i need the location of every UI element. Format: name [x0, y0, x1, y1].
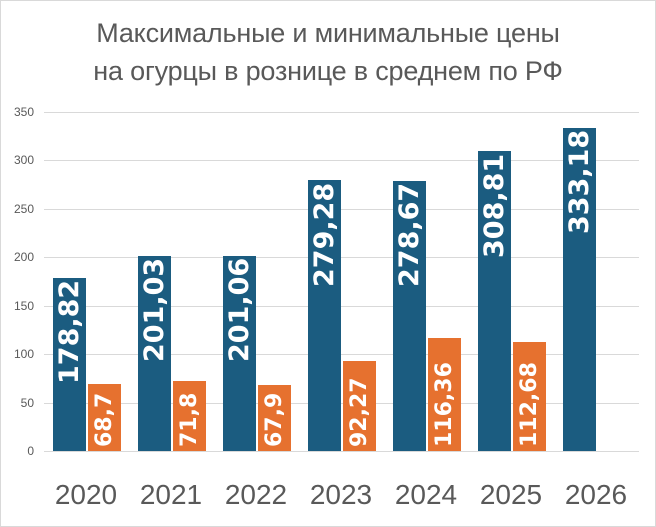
bar-min-price: 67,9 — [258, 385, 291, 451]
gridline — [44, 403, 639, 404]
data-label: 67,9 — [261, 392, 287, 447]
data-label: 112,68 — [516, 362, 542, 447]
data-label: 178,82 — [54, 279, 85, 384]
x-axis-tick-label: 2024 — [394, 479, 458, 510]
data-label: 333,18 — [564, 130, 595, 235]
x-axis-tick-label: 2022 — [224, 479, 288, 510]
bar-min-price: 112,68 — [513, 341, 546, 451]
bar-min-price: 116,36 — [428, 338, 461, 451]
y-axis-tick-label: 0 — [27, 444, 34, 458]
bar-max-price: 201,03 — [138, 256, 171, 451]
data-label: 71,8 — [176, 392, 202, 447]
chart-title-line-1: Максимальные и минимальные цены — [96, 18, 560, 48]
gridline — [44, 112, 639, 113]
y-axis-tick-label: 150 — [13, 299, 34, 313]
data-label: 308,81 — [479, 153, 510, 258]
data-label: 116,36 — [431, 362, 457, 447]
bar-max-price: 308,81 — [478, 151, 511, 451]
data-label: 278,67 — [394, 182, 425, 288]
y-axis-tick-label: 350 — [13, 105, 34, 119]
bar-min-price: 68,7 — [88, 384, 121, 451]
x-axis-tick-label: 2021 — [139, 479, 203, 510]
gridline — [44, 209, 639, 210]
y-axis-tick-label: 300 — [13, 153, 34, 167]
gridline — [44, 451, 639, 452]
x-axis-tick-label: 2026 — [564, 479, 628, 510]
data-label: 201,06 — [224, 258, 255, 363]
data-label: 201,03 — [139, 258, 170, 363]
y-axis-tick-label: 200 — [13, 250, 34, 264]
gridline — [44, 354, 639, 355]
x-axis-tick-label: 2020 — [54, 479, 118, 510]
chart-title: Максимальные и минимальные цены на огурц… — [0, 14, 656, 90]
bar-max-price: 278,67 — [393, 180, 426, 451]
x-axis-tick-label: 2025 — [479, 479, 543, 510]
bar-max-price: 333,18 — [563, 127, 596, 451]
chart-title-line-2: на огурцы в рознице в среднем по РФ — [93, 56, 563, 86]
bar-min-price: 92,27 — [343, 361, 376, 451]
x-axis-tick-label: 2023 — [309, 479, 373, 510]
data-label: 92,27 — [346, 377, 372, 447]
bar-max-price: 279,28 — [308, 180, 341, 451]
y-axis-tick-label: 100 — [13, 347, 34, 361]
bar-min-price: 71,8 — [173, 381, 206, 451]
data-label: 68,7 — [91, 392, 117, 447]
y-axis-tick-label: 250 — [13, 202, 34, 216]
y-axis-tick-label: 50 — [20, 396, 34, 410]
bar-max-price: 178,82 — [53, 277, 86, 451]
gridline — [44, 306, 639, 307]
gridline — [44, 160, 639, 161]
bar-max-price: 201,06 — [223, 255, 256, 451]
data-label: 279,28 — [309, 182, 340, 287]
gridline — [44, 257, 639, 258]
